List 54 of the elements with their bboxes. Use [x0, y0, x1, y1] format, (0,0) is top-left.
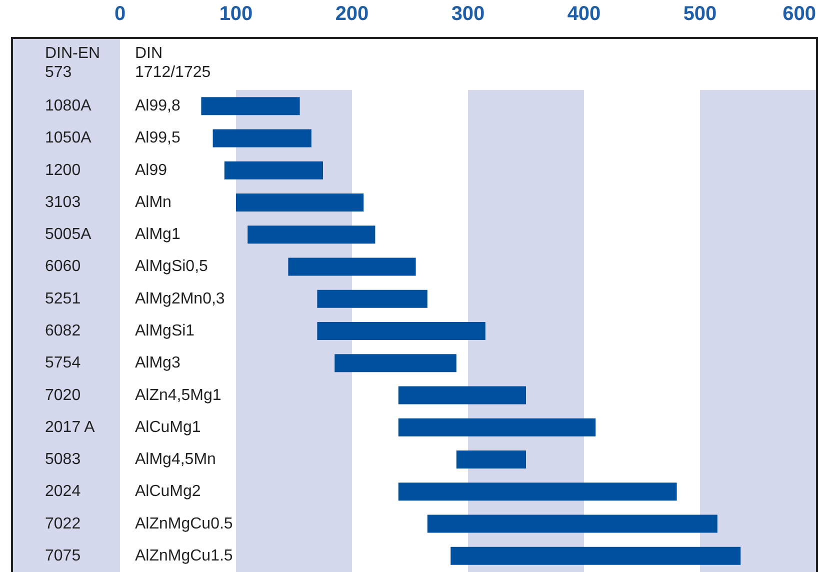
- y-axis-title: DIN-EN 573: [45, 45, 100, 81]
- y2-tick-label: Al99,5: [135, 130, 180, 147]
- y2-tick-label: AlZn4,5Mg1: [135, 386, 222, 404]
- y2-tick-label: AlMg3: [135, 354, 180, 372]
- bar: [212, 129, 312, 148]
- y2-axis-title: DIN 1712/1725: [135, 45, 211, 81]
- x-tick-label: 400: [567, 3, 601, 25]
- y-tick-label: 1200: [45, 162, 81, 179]
- y-tick-label: 1080A: [45, 98, 92, 115]
- bar: [398, 386, 526, 404]
- y-tick-label: 3103: [45, 194, 81, 211]
- y-tick-label: 5083: [45, 451, 81, 468]
- y-tick-label: 5251: [45, 290, 81, 308]
- bar: [450, 546, 741, 565]
- bar: [201, 97, 300, 116]
- y-tick-label: 6082: [45, 322, 81, 340]
- bar: [398, 418, 596, 436]
- x-tick-label: 300: [451, 3, 485, 25]
- y2-tick-label: AlCuMg1: [135, 418, 201, 436]
- y2-tick-label: AlMn: [135, 194, 172, 211]
- y2-tick-label: AlZnMgCu0.5: [135, 515, 233, 532]
- x-tick-label: 600: [782, 3, 816, 25]
- bar: [334, 354, 456, 372]
- bar: [236, 193, 364, 212]
- y2-tick-label: Al99: [135, 162, 168, 179]
- bar: [248, 226, 376, 244]
- y-tick-label: 6060: [45, 258, 81, 276]
- y-tick-label: 1050A: [45, 130, 92, 147]
- bar: [317, 290, 428, 308]
- y2-tick-label: AlMg4,5Mn: [135, 451, 216, 468]
- y2-tick-label: AlMgSi0,5: [135, 258, 208, 276]
- x-tick-label: 0: [114, 3, 126, 25]
- x-tick-label: 200: [335, 3, 369, 25]
- y2-tick-label: AlZnMgCu1.5: [135, 547, 233, 564]
- y-tick-label: 2017 A: [45, 418, 96, 436]
- bar: [398, 482, 677, 501]
- bar: [317, 322, 486, 340]
- bar: [456, 450, 526, 469]
- y-tick-label: 7075: [45, 547, 81, 564]
- y2-tick-label: AlMgSi1: [135, 322, 195, 340]
- y2-tick-label: AlMg1: [135, 226, 180, 244]
- y-tick-label: 5754: [45, 354, 81, 372]
- y2-tick-label: Al99,8: [135, 98, 180, 115]
- bar: [288, 258, 416, 276]
- x-tick-label: 100: [219, 3, 253, 25]
- y2-tick-label: AlCuMg2: [135, 483, 201, 500]
- y-tick-label: 7022: [45, 515, 81, 532]
- x-tick-label: 500: [683, 3, 717, 25]
- bar: [224, 161, 323, 180]
- y-tick-label: 2024: [45, 483, 81, 500]
- bar: [427, 514, 718, 533]
- y2-tick-label: AlMg2Mn0,3: [135, 290, 225, 308]
- y-tick-label: 5005A: [45, 226, 92, 244]
- y-tick-label: 7020: [45, 386, 81, 404]
